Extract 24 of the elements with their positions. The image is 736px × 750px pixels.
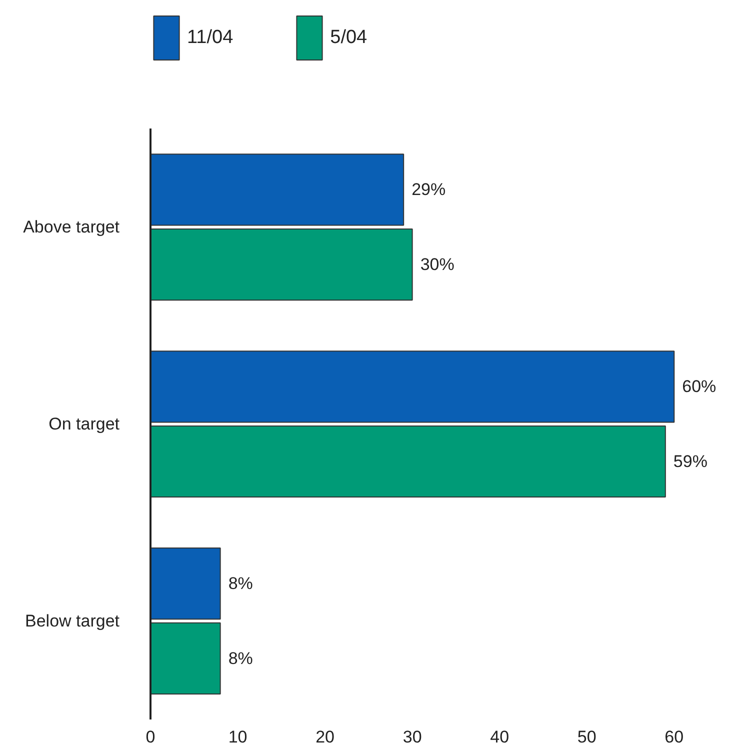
- y-tick-label: On target: [48, 414, 120, 434]
- bar: [150, 154, 404, 226]
- x-tick-label: 20: [316, 728, 335, 746]
- data-label: 59%: [673, 452, 708, 472]
- data-label: 8%: [228, 648, 253, 668]
- data-label: 60%: [682, 377, 716, 396]
- bar: [150, 228, 413, 301]
- bar: [150, 350, 675, 423]
- bar: [150, 425, 666, 498]
- data-label: 29%: [412, 180, 446, 200]
- y-tick-label: Below target: [25, 612, 120, 631]
- legend-label: 5/04: [330, 26, 368, 48]
- x-tick-label: 50: [577, 728, 596, 746]
- x-tick-label: 60: [664, 728, 684, 746]
- x-tick-label: 0: [146, 728, 156, 746]
- y-tick-label: Above target: [23, 218, 120, 237]
- x-tick-label: 10: [228, 728, 248, 746]
- bar: [150, 622, 221, 694]
- data-label: 8%: [228, 574, 253, 594]
- x-tick-label: 30: [402, 728, 422, 746]
- data-label: 30%: [420, 255, 454, 274]
- x-tick-label: 40: [490, 728, 510, 746]
- legend-label: 11/04: [187, 26, 234, 48]
- bar: [150, 548, 221, 620]
